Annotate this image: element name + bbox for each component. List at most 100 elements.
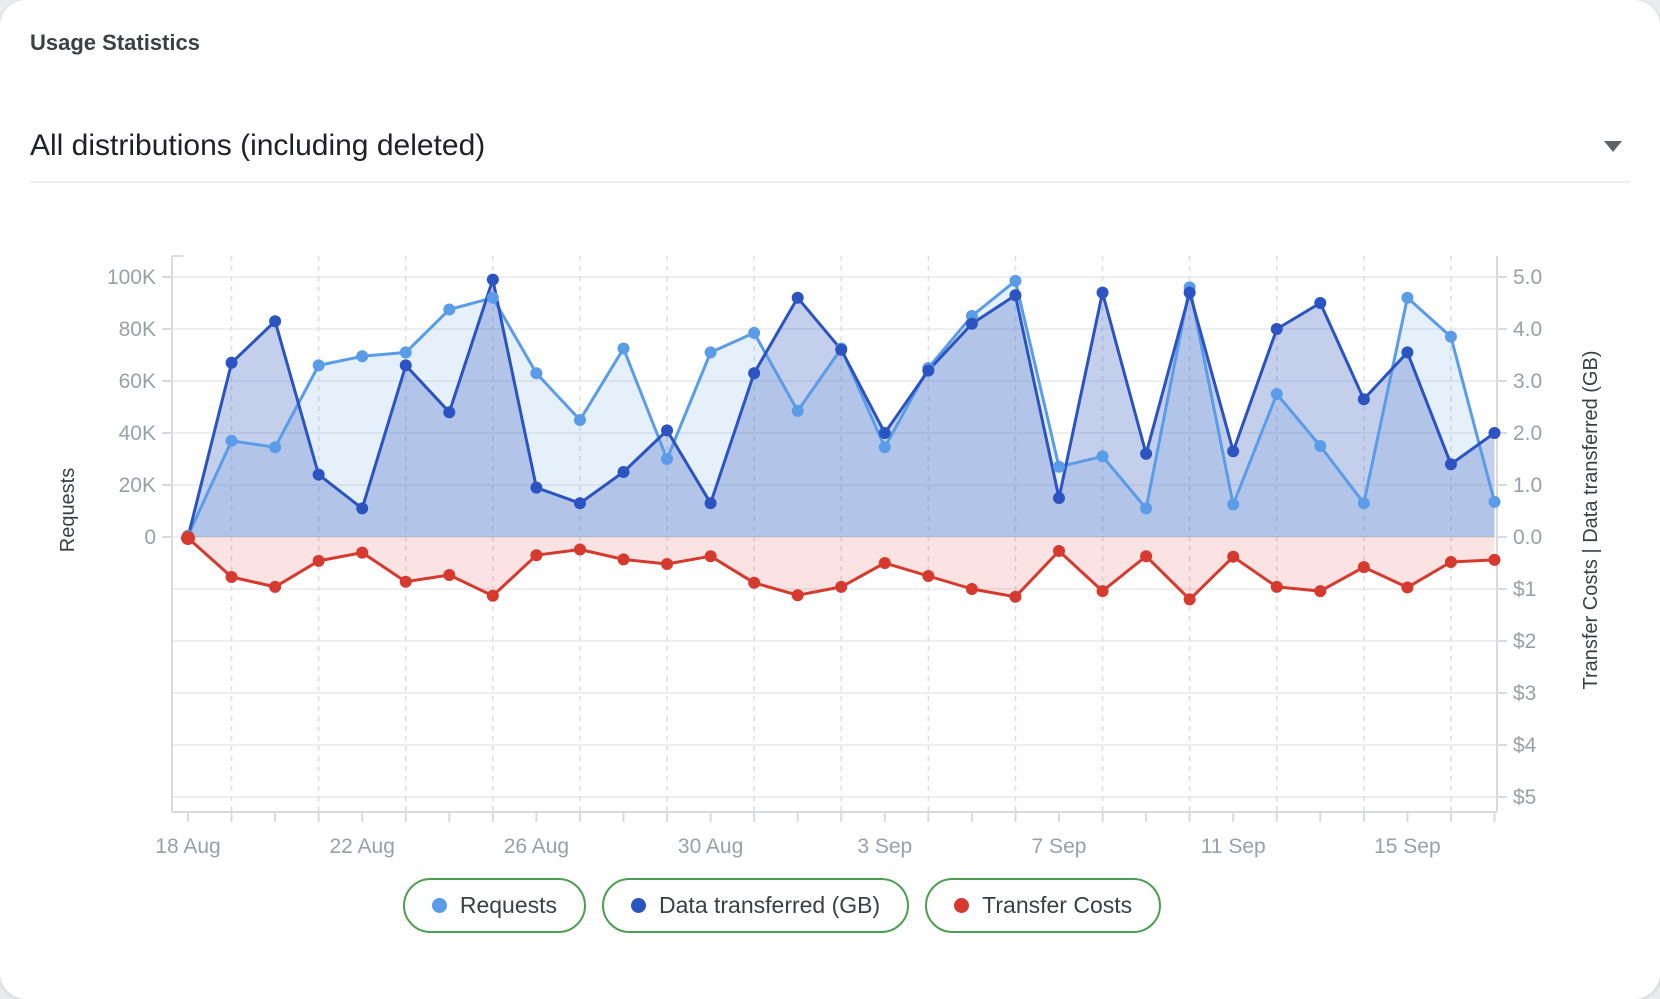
right-axis-tick-label: $3 [1513,682,1536,705]
data-transferred-point[interactable] [312,468,325,481]
transfer-costs-point[interactable] [1444,555,1457,568]
transfer-costs-point[interactable] [661,558,674,571]
requests-point[interactable] [1053,460,1065,473]
transfer-costs-point[interactable] [312,554,325,567]
transfer-costs-point[interactable] [791,589,804,602]
requests-point[interactable] [791,404,804,417]
requests-point[interactable] [312,359,325,372]
requests-point[interactable] [1140,502,1153,515]
data-transferred-point[interactable] [443,406,456,419]
data-transferred-point[interactable] [1401,346,1414,359]
data-transferred-point[interactable] [573,497,586,510]
transfer-costs-point[interactable] [443,568,456,581]
transfer-costs-point[interactable] [1140,550,1153,563]
transfer-costs-point[interactable] [530,549,543,562]
transfer-costs-point[interactable] [225,571,238,584]
requests-point[interactable] [399,346,412,359]
requests-point[interactable] [486,291,499,304]
transfer-costs-point[interactable] [748,576,761,589]
transfer-costs-point[interactable] [1357,561,1370,574]
transfer-costs-point[interactable] [1488,553,1501,566]
requests-point[interactable] [617,342,630,355]
distribution-select[interactable]: All distributions (including deleted) [30,118,1630,174]
data-transferred-point[interactable] [1444,458,1457,471]
data-transferred-point[interactable] [1096,286,1109,299]
requests-point[interactable] [1270,388,1283,400]
transfer-costs-point[interactable] [356,546,369,559]
data-transferred-point[interactable] [704,497,717,510]
requests-point[interactable] [269,441,282,454]
data-transferred-point[interactable] [617,466,630,478]
data-transferred-point[interactable] [878,427,891,439]
chevron-down-icon [1604,140,1622,152]
transfer-costs-point[interactable] [486,589,499,602]
right-axis-tick-label: 5.0 [1513,266,1542,289]
transfer-costs-point[interactable] [399,575,412,588]
requests-point[interactable] [1314,440,1327,452]
transfer-costs-point[interactable] [965,583,978,595]
data-transferred-point[interactable] [530,481,543,494]
data-transferred-point[interactable] [1140,447,1153,460]
transfer-costs-point[interactable] [1227,550,1240,563]
requests-point[interactable] [878,441,891,454]
legend-pill-data-transferred[interactable]: Data transferred (GB) [602,878,910,933]
requests-point[interactable] [1401,291,1414,304]
data-transferred-point[interactable] [1488,427,1501,439]
requests-point[interactable] [356,350,369,363]
data-transferred-point[interactable] [965,317,978,330]
transfer-costs-point[interactable] [835,580,848,593]
requests-point[interactable] [443,303,456,316]
transfer-costs-point[interactable] [1096,585,1109,598]
requests-point[interactable] [1009,274,1022,287]
transfer-costs-point[interactable] [1183,593,1196,606]
data-transferred-point[interactable] [399,359,412,372]
requests-point[interactable] [1488,495,1501,508]
transfer-costs-point[interactable] [1314,585,1327,598]
requests-point[interactable] [1357,497,1370,510]
requests-point[interactable] [704,346,717,359]
transfer-costs-point[interactable] [1401,581,1414,594]
data-transferred-point[interactable] [269,315,282,328]
data-transferred-point[interactable] [1009,289,1022,302]
transfer-costs-point[interactable] [1009,590,1022,603]
data-transferred-point[interactable] [1314,297,1327,309]
right-axis-tick-label: 1.0 [1513,474,1542,497]
transfer-costs-point[interactable] [704,550,717,563]
transfer-costs-point[interactable] [269,580,282,593]
data-transferred-point[interactable] [661,424,674,437]
legend-pill-transfer-costs[interactable]: Transfer Costs [925,878,1162,933]
requests-point[interactable] [530,367,543,380]
requests-point[interactable] [1444,330,1457,343]
data-transferred-point[interactable] [356,502,369,515]
left-axis-tick-label: 40K [119,422,156,445]
transfer-costs-point[interactable] [922,570,935,582]
transfer-costs-point[interactable] [878,557,891,569]
data-transferred-point[interactable] [835,343,848,356]
left-axis-title: Requests [57,468,79,553]
data-transferred-point[interactable] [1227,445,1240,458]
requests-area [188,280,1495,537]
requests-point[interactable] [1096,450,1109,463]
transfer-costs-point[interactable] [1270,580,1283,593]
requests-point[interactable] [1227,498,1240,511]
transfer-costs-point[interactable] [1053,545,1065,558]
data-transferred-point[interactable] [1270,323,1283,335]
data-transferred-point[interactable] [225,356,238,369]
requests-point[interactable] [748,326,761,339]
data-transferred-point[interactable] [1053,492,1065,504]
data-transferred-point[interactable] [791,291,804,304]
chart-legend: Requests Data transferred (GB) Transfer … [0,878,1564,933]
requests-point[interactable] [573,414,586,426]
data-transferred-point[interactable] [1183,286,1196,299]
transfer-costs-point[interactable] [617,553,630,566]
transfer-costs-point[interactable] [573,543,586,556]
data-transferred-point[interactable] [486,273,499,286]
data-transferred-point[interactable] [748,367,761,380]
requests-point[interactable] [225,434,238,447]
requests-point[interactable] [661,453,674,465]
legend-pill-requests[interactable]: Requests [402,878,587,933]
x-axis-tick-label: 30 Aug [678,835,743,858]
data-transferred-point[interactable] [1357,393,1370,406]
transfer-costs-point[interactable] [181,531,195,546]
data-transferred-point[interactable] [922,364,935,377]
